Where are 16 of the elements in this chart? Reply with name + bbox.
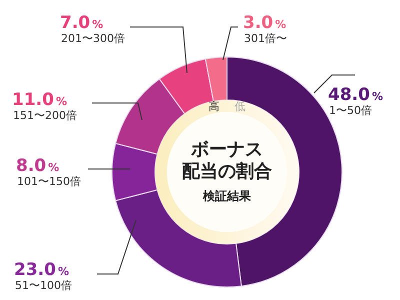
slice-label: 51〜100倍 (15, 279, 72, 292)
data-label: 3.0% (243, 13, 286, 33)
data-label: 11.0% (12, 90, 67, 110)
slice-label: 1〜50倍 (329, 104, 372, 117)
text: 検証結果 (202, 189, 252, 203)
text: 高 (208, 100, 220, 113)
slice-label: 151〜200倍 (13, 109, 77, 122)
data-label: 48.0% (328, 85, 383, 105)
text: 低 (234, 100, 246, 113)
data-label: 23.0% (14, 260, 69, 280)
slice-label: 201〜300倍 (61, 32, 125, 45)
data-label: 8.0% (16, 156, 60, 176)
text: ボーナス配当の割合 (182, 139, 272, 182)
data-label: 7.0% (60, 13, 104, 33)
slice-label: 301倍〜 (244, 32, 287, 45)
slice-label: 101〜150倍 (17, 175, 81, 188)
